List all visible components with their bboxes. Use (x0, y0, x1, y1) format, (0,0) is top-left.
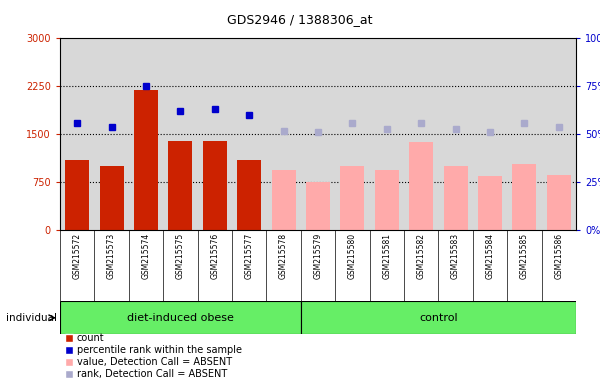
Bar (60, 301, 301, 334)
Bar (301, 301, 576, 334)
Bar (375, 170, 399, 230)
Text: control: control (419, 313, 458, 323)
Bar (340, 166, 364, 230)
Text: GSM215572: GSM215572 (73, 233, 82, 279)
Text: GSM215576: GSM215576 (211, 233, 220, 279)
Bar (134, 89, 158, 230)
Bar (65, 160, 89, 230)
Text: GSM215580: GSM215580 (348, 233, 357, 279)
Text: diet-induced obese: diet-induced obese (127, 313, 234, 323)
Text: GSM215579: GSM215579 (314, 233, 323, 279)
Bar (272, 170, 296, 230)
Text: GSM215577: GSM215577 (245, 233, 254, 279)
Bar (237, 160, 261, 230)
Text: GSM215581: GSM215581 (382, 233, 391, 278)
Text: GSM215583: GSM215583 (451, 233, 460, 279)
Bar (512, 164, 536, 230)
Bar (443, 166, 467, 230)
Text: GSM215574: GSM215574 (142, 233, 151, 279)
Bar (478, 176, 502, 230)
Text: GSM215578: GSM215578 (279, 233, 288, 279)
Text: GSM215575: GSM215575 (176, 233, 185, 279)
Bar (306, 182, 330, 230)
Legend: count, percentile rank within the sample, value, Detection Call = ABSENT, rank, : count, percentile rank within the sample… (65, 333, 242, 379)
Text: GSM215584: GSM215584 (485, 233, 494, 279)
Bar (169, 141, 193, 230)
Text: GDS2946 / 1388306_at: GDS2946 / 1388306_at (227, 13, 373, 26)
Text: GSM215582: GSM215582 (416, 233, 426, 278)
Bar (547, 175, 571, 230)
Text: GSM215586: GSM215586 (554, 233, 563, 279)
Text: individual: individual (6, 313, 57, 323)
Bar (409, 142, 433, 230)
Bar (100, 166, 124, 230)
Text: GSM215585: GSM215585 (520, 233, 529, 279)
Text: GSM215573: GSM215573 (107, 233, 116, 279)
Bar (203, 141, 227, 230)
